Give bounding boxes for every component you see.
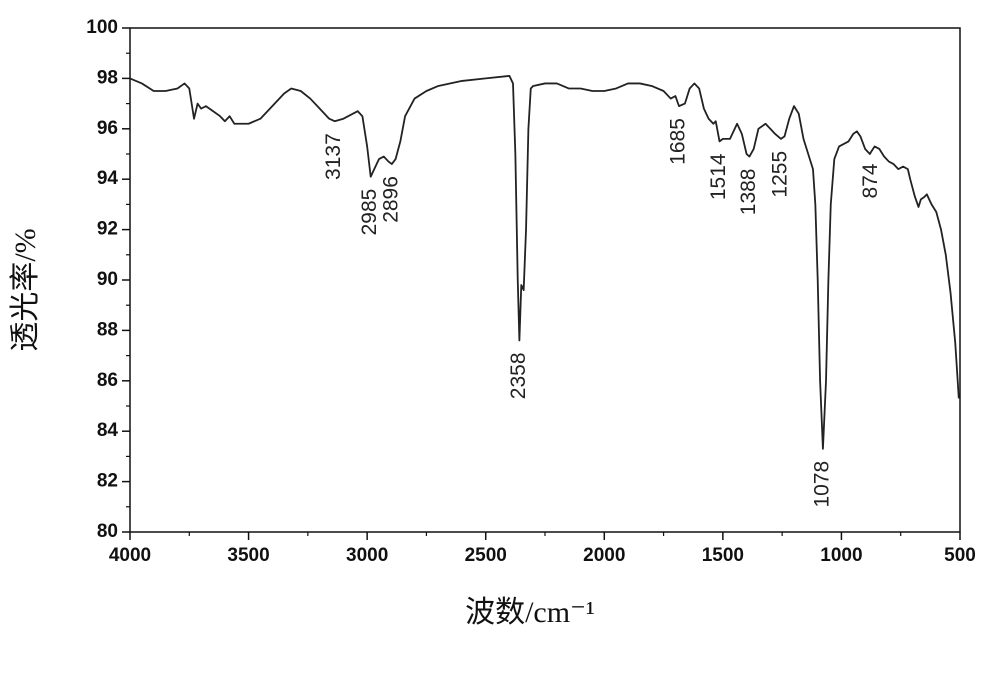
x-tick-label: 1000 [820, 545, 862, 566]
y-tick-label: 100 [86, 17, 118, 38]
x-tick-label: 3500 [227, 545, 269, 566]
y-tick-label: 84 [97, 420, 119, 441]
x-axis-label: 波数/cm⁻¹ [465, 596, 595, 629]
y-tick-label: 96 [97, 118, 118, 139]
y-tick-label: 94 [97, 168, 119, 189]
plot-frame [129, 27, 961, 533]
x-tick-label: 4000 [109, 545, 151, 566]
peak-label: 3137 [322, 133, 345, 180]
y-tick-label: 82 [97, 471, 118, 492]
y-tick-label: 88 [97, 319, 118, 340]
peak-label: 1255 [769, 151, 792, 198]
x-tick-label: 2500 [465, 545, 507, 566]
y-tick-label: 86 [97, 370, 118, 391]
peak-label: 2358 [507, 352, 530, 399]
y-tick-label: 92 [97, 219, 118, 240]
x-tick-label: 3000 [346, 545, 388, 566]
peak-label: 2896 [379, 176, 402, 223]
y-axis-label: 透光率/% [9, 228, 42, 351]
y-tick-label: 80 [97, 521, 118, 542]
peak-label: 874 [859, 163, 882, 198]
x-tick-label: 1500 [702, 545, 744, 566]
peak-label: 1388 [737, 169, 760, 216]
peak-label: 1514 [707, 153, 730, 200]
peak-label: 1078 [810, 461, 833, 508]
spectrum-line [129, 74, 960, 450]
y-tick-label: 90 [97, 269, 118, 290]
x-tick-label: 500 [944, 545, 976, 566]
x-tick-label: 2000 [583, 545, 625, 566]
y-tick-label: 98 [97, 67, 118, 88]
peak-label: 2985 [358, 189, 381, 236]
peak-label: 1685 [667, 118, 690, 165]
